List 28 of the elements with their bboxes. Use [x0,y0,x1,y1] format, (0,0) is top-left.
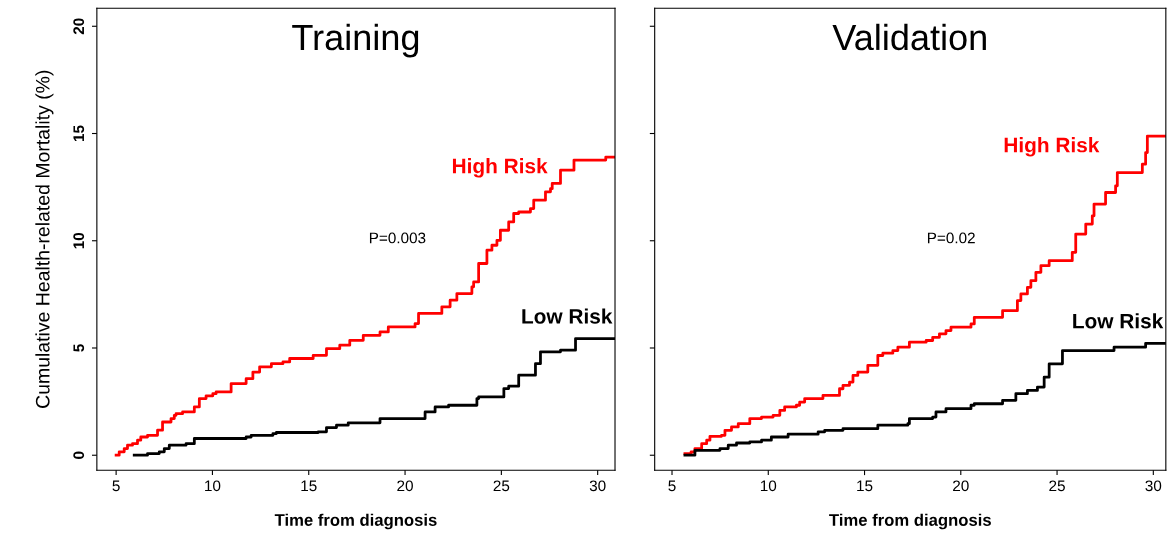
x-tick-label: 30 [1145,480,1162,492]
y-tick-label: 15 [73,125,85,142]
x-tick-label: 30 [589,480,606,492]
chart-title: Validation [832,23,986,51]
x-tick-label: 20 [397,480,413,492]
x-tick-label: 15 [301,480,317,492]
chart-title: Training [292,23,419,58]
x-tick-label: 25 [1049,480,1065,492]
x-tick-label: 15 [857,480,873,492]
annotation: P=0.02 [927,232,975,244]
x-axis-title: Time from diagnosis [274,513,437,530]
annotation: P=0.003 [369,232,426,244]
y-tick-label: 0 [73,451,85,459]
y-axis-title: Cumulative Health-related Mortality (%) [35,70,54,408]
x-tick-label: 10 [205,480,221,492]
x-tick-label: 25 [493,480,510,492]
y-tick-label: 10 [73,232,85,249]
y-tick-label: 5 [73,344,85,352]
x-tick-label: 5 [112,480,120,492]
y-tick-label: 20 [73,18,85,35]
x-tick-label: 10 [760,480,777,492]
x-axis-title: Time from diagnosis [829,513,991,530]
x-tick-label: 5 [668,480,676,492]
series-label: Low Risk [1073,313,1164,329]
x-tick-label: 20 [953,480,969,492]
series-label: High Risk [452,158,548,178]
series-label: Low Risk [522,308,613,324]
series-label: High Risk [1004,137,1100,157]
